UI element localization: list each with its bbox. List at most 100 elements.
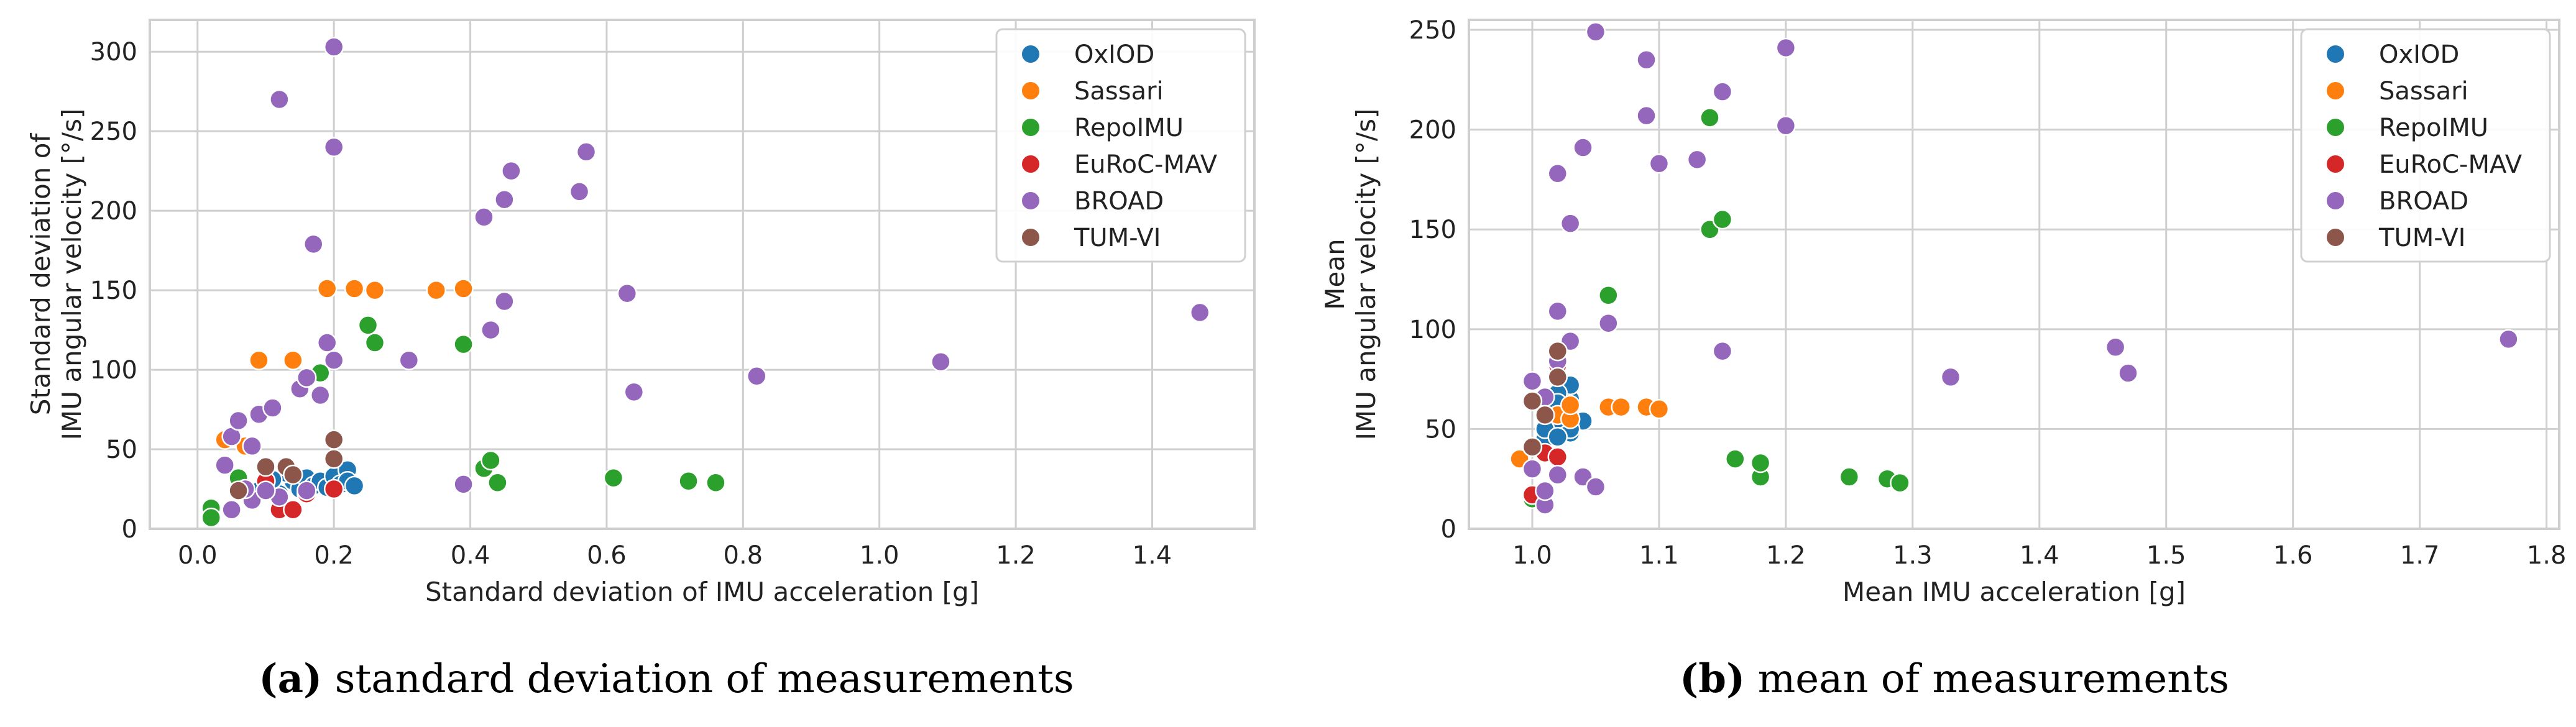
chart1-point-broad <box>1649 153 1670 174</box>
chart1-point-repoimu <box>1750 452 1771 473</box>
chart0-point-broad <box>242 436 262 457</box>
chart1-y-tick-label: 250 <box>1409 16 1456 45</box>
chart0-legend-label-oxiod: OxIOD <box>1074 40 1154 69</box>
chart1-point-repoimu <box>1598 285 1619 306</box>
chart0-y-tick-label: 50 <box>106 436 137 464</box>
chart1-point-broad <box>1573 137 1593 158</box>
chart1-point-tum-vi <box>1547 341 1568 362</box>
chart1-point-tum-vi <box>1522 391 1543 411</box>
chart1-point-repoimu <box>1700 107 1720 128</box>
chart0-point-broad <box>297 480 317 501</box>
chart0-legend-label-broad: BROAD <box>1074 187 1164 216</box>
chart1-legend-marker-tum-vi <box>2325 227 2345 247</box>
chart1-point-sassari <box>1611 396 1631 418</box>
chart0-point-broad <box>303 234 324 255</box>
chart0-x-tick-label: 0.2 <box>314 541 354 570</box>
scatter-chart-std: 0.0 0.2 0.4 0.6 0.8 1.0 1.2 1.4 0 50 100 150 200 250 3… <box>25 19 1256 607</box>
chart1-point-broad <box>1712 81 1733 102</box>
chart1-x-tick-label: 1.7 <box>2400 541 2440 570</box>
chart1-y-tick-label: 50 <box>1425 415 1456 444</box>
chart0-point-broad <box>576 142 597 162</box>
chart1-legend-marker-euroc-mav <box>2325 154 2345 174</box>
chart1-legend-label-broad: BROAD <box>2379 187 2468 216</box>
chart0-y-tick-label: 0 <box>122 515 137 544</box>
chart1-point-broad <box>1560 213 1581 234</box>
chart0-point-broad <box>228 410 249 431</box>
chart0-point-broad <box>269 89 290 110</box>
chart1-point-broad <box>2498 329 2519 350</box>
chart0-point-broad <box>931 352 951 372</box>
chart1-point-repoimu <box>1712 209 1733 230</box>
chart0-y-axis-label-line: IMU angular velocity [°/s] <box>57 109 87 441</box>
chart0-legend-marker-oxiod <box>1021 44 1041 64</box>
chart1-x-tick-label: 1.6 <box>2273 541 2313 570</box>
caption-text-b: mean of measurements <box>1757 656 2230 702</box>
chart0-point-sassari <box>283 350 303 370</box>
chart0-point-broad <box>297 367 317 388</box>
chart0-legend-marker-sassari <box>1021 81 1041 101</box>
chart1-point-repoimu <box>1839 467 1860 487</box>
chart1-point-sassari <box>1560 395 1581 416</box>
chart0-legend-label-sassari: Sassari <box>1074 77 1164 106</box>
caption-a: (a) standard deviation of measurements <box>45 656 1288 702</box>
chart0-point-repoimu <box>678 470 699 492</box>
chart1-point-broad <box>2105 337 2126 357</box>
chart1-legend-label-tum-vi: TUM-VI <box>2378 224 2465 252</box>
chart0-point-sassari <box>316 278 338 299</box>
chart0-legend-marker-repoimu <box>1021 117 1041 137</box>
chart0-y-tick-label: 250 <box>90 117 137 146</box>
chart1-legend-marker-oxiod <box>2325 44 2345 64</box>
panel-label-a: (a) <box>259 656 323 702</box>
chart1-point-broad <box>1547 465 1568 485</box>
chart1-x-tick-label: 1.3 <box>1893 541 1933 570</box>
chart0-point-euroc-mav <box>283 500 303 520</box>
chart0-point-sassari <box>453 278 474 299</box>
chart0-point-broad <box>214 455 235 475</box>
chart0-y-tick-label: 200 <box>90 197 137 226</box>
chart0-y-axis-label: Standard deviation ofIMU angular velocit… <box>25 109 87 441</box>
chart1-point-tum-vi <box>1535 405 1555 426</box>
chart1-point-repoimu <box>1890 472 1910 493</box>
chart0-y-tick-label: 300 <box>90 38 137 66</box>
chart1-point-sassari <box>1649 399 1670 419</box>
chart0-legend-marker-euroc-mav <box>1021 154 1041 174</box>
chart1-y-tick-label: 0 <box>1441 515 1456 544</box>
chart1-point-tum-vi <box>1547 367 1568 388</box>
chart0-legend-marker-tum-vi <box>1021 227 1041 247</box>
chart0-point-sassari <box>426 280 446 301</box>
chart1-point-repoimu <box>1725 449 1746 469</box>
chart1-legend-marker-sassari <box>2325 81 2345 101</box>
chart1-point-broad <box>1547 301 1568 322</box>
chart0-point-sassari <box>344 278 365 299</box>
chart0-point-broad <box>747 366 767 386</box>
chart1-legend <box>2300 28 2551 263</box>
chart0-legend <box>995 28 1246 263</box>
chart1-x-axis-label: Mean IMU acceleration [g] <box>1842 577 2186 607</box>
chart0-point-broad <box>323 37 344 57</box>
chart1-x-tick-label: 1.2 <box>1766 541 1806 570</box>
chart1-point-broad <box>1775 115 1796 136</box>
chart1-point-broad <box>1712 341 1733 362</box>
chart0-point-broad <box>617 283 638 304</box>
chart1-plot-frame <box>1468 19 2560 530</box>
chart0-point-broad <box>1189 302 1210 323</box>
chart0-point-sassari <box>364 280 385 301</box>
panel-label-b: (b) <box>1679 656 1746 702</box>
chart0-x-tick-label: 0.8 <box>724 541 763 570</box>
chart1-point-broad <box>1535 480 1555 501</box>
chart0-point-broad <box>453 474 474 495</box>
chart0-legend-label-euroc-mav: EuRoC-MAV <box>1074 150 1218 179</box>
caption-text-a: standard deviation of measurements <box>334 656 1074 702</box>
chart0-point-repoimu <box>487 472 508 493</box>
chart1-legend-label-euroc-mav: EuRoC-MAV <box>2379 150 2523 179</box>
chart1-point-broad <box>1686 149 1708 170</box>
chart0-point-repoimu <box>201 507 221 528</box>
chart0-point-broad <box>262 398 283 418</box>
chart0-legend-label-repoimu: RepoIMU <box>1074 114 1184 142</box>
chart0-point-broad <box>323 350 344 370</box>
chart1-y-tick-label: 200 <box>1409 116 1456 145</box>
chart1-y-axis-label: MeanIMU angular velocity [°/s] <box>1320 109 1381 441</box>
chart1-legend-label-sassari: Sassari <box>2379 77 2468 106</box>
chart1-point-oxiod <box>1547 427 1568 447</box>
chart0-y-tick-label: 100 <box>90 356 137 385</box>
